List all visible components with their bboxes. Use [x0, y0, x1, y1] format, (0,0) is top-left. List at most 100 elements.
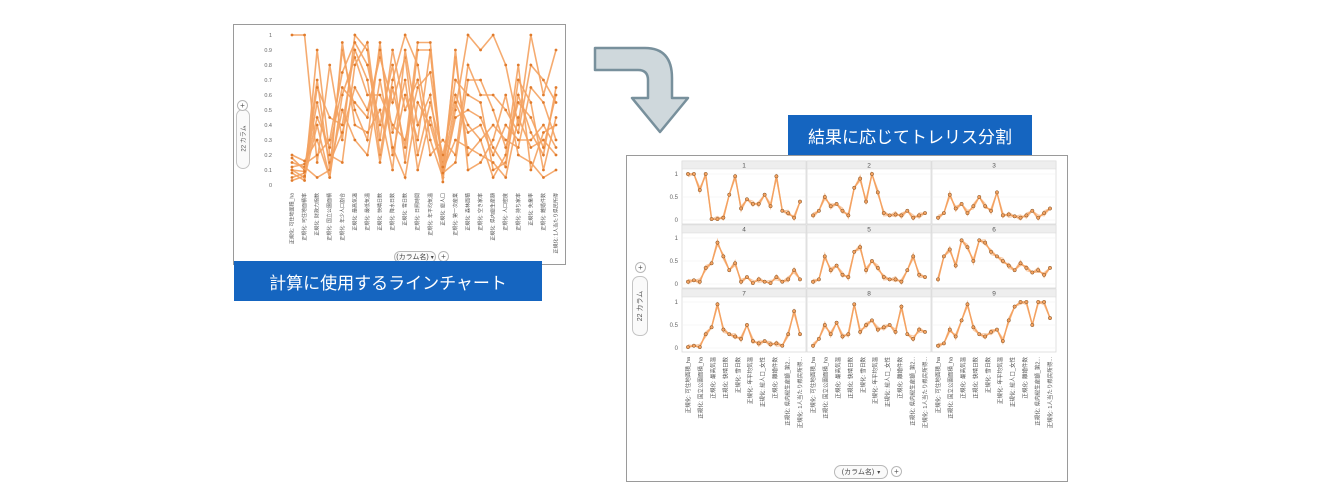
data-point [290, 176, 294, 179]
data-point [366, 153, 369, 157]
data-point [315, 48, 319, 52]
data-point [971, 325, 976, 330]
data-point [1036, 268, 1041, 273]
trellis-panel-header [931, 160, 1057, 170]
data-point [479, 116, 482, 119]
data-point [516, 138, 520, 142]
data-point [721, 327, 726, 332]
data-point [971, 259, 976, 263]
data-point [786, 211, 791, 216]
data-point [353, 63, 357, 67]
data-point [1048, 206, 1052, 211]
x-tick-label: 正規化: 雪日数 [734, 357, 742, 394]
x-tick-label: 正規化: 国立公園面積 [326, 193, 333, 241]
data-point [936, 215, 940, 220]
data-point [697, 345, 702, 350]
data-point [328, 116, 332, 119]
data-point [353, 86, 357, 89]
data-point [923, 275, 927, 280]
data-point [965, 211, 970, 216]
data-point [822, 195, 827, 199]
data-point [441, 171, 445, 175]
data-point [504, 176, 508, 179]
data-point [378, 78, 382, 82]
x-tick-label: 正規化: 持ち家率 [515, 193, 522, 231]
data-point [428, 138, 432, 142]
data-point [905, 268, 910, 273]
add-column-button[interactable]: + [635, 262, 646, 273]
data-point [691, 172, 696, 176]
data-point [466, 123, 470, 127]
data-point [709, 325, 714, 330]
x-axis-selector[interactable]: (カラム名) ▾ [394, 251, 436, 263]
data-point [315, 78, 319, 82]
data-point [428, 153, 432, 157]
data-point [715, 240, 720, 245]
trellis-panel [931, 224, 1057, 289]
trellis-panel-header [931, 224, 1057, 234]
data-point [822, 254, 827, 259]
y-tick-label: 1 [675, 300, 679, 306]
data-point [479, 93, 482, 97]
y-tick-label: 0 [675, 218, 679, 224]
x-tick-label: 正規化: 最低気温 [364, 193, 371, 231]
data-point [780, 208, 785, 213]
data-point [366, 93, 369, 97]
data-point [727, 332, 732, 337]
data-point [703, 172, 708, 176]
y-tick-label: 0.5 [264, 108, 272, 114]
data-point [303, 170, 306, 173]
y-tick-label: 0 [675, 346, 679, 352]
data-point [846, 275, 851, 280]
add-column-button[interactable]: + [237, 100, 248, 111]
data-point [491, 176, 495, 179]
data-point [303, 179, 306, 182]
data-point [811, 213, 815, 218]
data-point [816, 277, 821, 282]
data-point [1012, 214, 1017, 219]
data-point [416, 123, 420, 127]
data-point [353, 48, 357, 52]
data-point [1036, 300, 1041, 304]
data-point [786, 277, 791, 282]
data-point [869, 259, 874, 263]
trellis-panel-title: 9 [992, 291, 996, 298]
trellis-panel-header [806, 224, 932, 234]
x-tick-label: 正規化: 日照時間 [414, 193, 421, 231]
data-point [697, 279, 702, 284]
data-point [965, 245, 970, 250]
data-point [994, 254, 999, 259]
column-selector[interactable]: 22 カラム [632, 276, 648, 336]
add-x-axis-button[interactable]: + [891, 466, 902, 477]
data-point [739, 279, 744, 284]
data-point [875, 327, 880, 332]
trellis-panel-header [681, 224, 807, 234]
y-tick-label: 0.4 [264, 123, 272, 129]
data-point [529, 33, 533, 37]
data-point [917, 213, 922, 218]
data-point [762, 192, 767, 197]
data-point [466, 131, 470, 134]
series-line [291, 49, 557, 173]
column-selector[interactable]: 22 カラム [236, 109, 250, 169]
data-point [290, 161, 294, 164]
data-point [403, 93, 407, 97]
data-point [727, 192, 732, 197]
trellis-chart-panel: 1 1 0.5 0 2 3 4 1 0.5 0 5 6 7 1 0.5 0 正規化: 可住地面積_ha 正規化: … [626, 155, 1068, 482]
data-point [491, 168, 495, 172]
data-point [780, 343, 785, 348]
data-point [911, 254, 916, 259]
data-point [768, 281, 773, 286]
data-point [303, 33, 306, 37]
data-point [703, 332, 708, 337]
x-tick-label: 正規化: 国立公園面積_ha [946, 356, 954, 419]
x-tick-label: 正規化: 人口密度 [502, 193, 509, 231]
data-point [989, 208, 994, 213]
x-tick-label: 正規化: 県内総生産額_第2... [1034, 357, 1042, 426]
x-axis-selector[interactable]: (カラム名) ▾ [834, 465, 888, 479]
x-tick-label: 正規化: 最高気温 [351, 193, 358, 231]
data-point [816, 208, 821, 213]
data-point [977, 332, 982, 337]
data-point [983, 204, 988, 209]
data-point [941, 254, 946, 259]
